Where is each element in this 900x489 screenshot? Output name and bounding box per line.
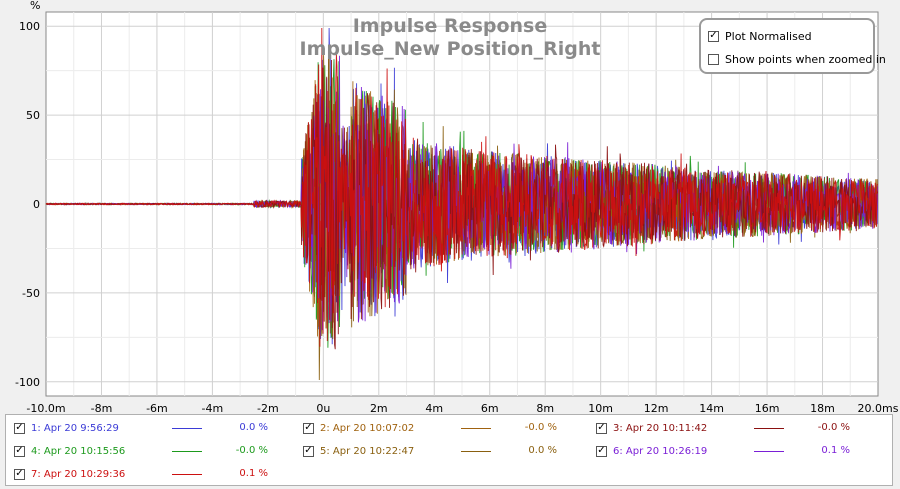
x-tick-label: 10m bbox=[588, 402, 613, 414]
legend-value: 0.1 % bbox=[821, 445, 850, 456]
legend-item-6[interactable]: ✓ 6: Apr 20 10:26:19 bbox=[596, 442, 707, 460]
legend-value: -0.0 % bbox=[524, 422, 557, 433]
legend-checkbox[interactable]: ✓ bbox=[303, 422, 314, 434]
legend-item-5[interactable]: ✓ 5: Apr 20 10:22:47 bbox=[303, 442, 414, 460]
legend-value: -0.0 % bbox=[817, 422, 850, 433]
legend-item-4[interactable]: ✓ 4: Apr 20 10:15:56 bbox=[14, 442, 125, 460]
x-tick-label: 18m bbox=[810, 402, 835, 414]
chart-title: Impulse Response bbox=[353, 15, 548, 37]
legend-item-3[interactable]: ✓ 3: Apr 20 10:11:42 bbox=[596, 419, 707, 437]
legend-checkbox[interactable]: ✓ bbox=[14, 422, 25, 434]
impulse-traces bbox=[45, 27, 879, 381]
x-tick-label: -6m bbox=[146, 402, 168, 414]
plot-normalised-option[interactable]: ✓ Plot Normalised bbox=[708, 28, 812, 44]
legend-item-7[interactable]: ✓ 7: Apr 20 10:29:36 bbox=[14, 465, 125, 483]
show-points-option[interactable]: Show points when zoomed in bbox=[708, 51, 886, 67]
x-tick-label: -4m bbox=[202, 402, 224, 414]
chart-subtitle: Impulse_New Position_Right bbox=[300, 38, 601, 60]
y-tick-label: -50 bbox=[22, 287, 40, 300]
measurement-legend: ✓ 1: Apr 20 9:56:29 0.0 % ✓ 2: Apr 20 10:07:… bbox=[5, 414, 893, 486]
legend-line-swatch bbox=[172, 451, 202, 452]
x-tick-label: 6m bbox=[481, 402, 499, 414]
legend-checkbox[interactable]: ✓ bbox=[14, 468, 25, 480]
legend-value: -0.0 % bbox=[235, 445, 268, 456]
legend-value: 0.0 % bbox=[528, 445, 557, 456]
legend-line-swatch bbox=[754, 428, 784, 429]
x-tick-label: 0u bbox=[316, 402, 330, 414]
legend-series-name: 2: Apr 20 10:07:02 bbox=[320, 422, 415, 434]
show-points-checkbox[interactable] bbox=[708, 53, 719, 65]
show-points-label: Show points when zoomed in bbox=[725, 52, 886, 66]
y-tick-label: 50 bbox=[26, 109, 40, 122]
y-axis-unit-label: % bbox=[30, 0, 40, 12]
y-tick-label: 100 bbox=[19, 20, 40, 33]
axis-ticks: -10.0m -8m -6m -4m -2m 0u 2m 4m 6m 8m 10m 12m 14m 16m… bbox=[15, 20, 899, 414]
plot-options-box: ✓ Plot Normalised Show points when zoome… bbox=[699, 18, 886, 74]
trace-series-7 bbox=[45, 27, 879, 347]
legend-value: 0.0 % bbox=[239, 422, 268, 433]
x-tick-label: -8m bbox=[91, 402, 113, 414]
legend-line-swatch bbox=[461, 428, 491, 429]
plot-normalised-checkbox[interactable]: ✓ bbox=[708, 30, 719, 42]
x-tick-label: 14m bbox=[699, 402, 724, 414]
legend-line-swatch bbox=[754, 451, 784, 452]
impulse-plot[interactable]: -10.0m -8m -6m -4m -2m 0u 2m 4m 6m 8m 10m 12m 14m 16m… bbox=[0, 0, 900, 414]
legend-line-swatch bbox=[461, 451, 491, 452]
legend-series-name: 7: Apr 20 10:29:36 bbox=[31, 468, 126, 480]
x-tick-label: 4m bbox=[425, 402, 443, 414]
legend-item-2[interactable]: ✓ 2: Apr 20 10:07:02 bbox=[303, 419, 414, 437]
x-tick-label: 8m bbox=[536, 402, 554, 414]
legend-checkbox[interactable]: ✓ bbox=[596, 445, 607, 457]
legend-item-1[interactable]: ✓ 1: Apr 20 9:56:29 bbox=[14, 419, 119, 437]
x-tick-label: 2m bbox=[370, 402, 388, 414]
x-tick-label: 16m bbox=[755, 402, 780, 414]
y-tick-label: 0 bbox=[33, 198, 40, 211]
x-tick-label: -2m bbox=[257, 402, 279, 414]
legend-value: 0.1 % bbox=[239, 468, 268, 479]
legend-series-name: 1: Apr 20 9:56:29 bbox=[31, 422, 119, 434]
legend-line-swatch bbox=[172, 428, 202, 429]
legend-checkbox[interactable]: ✓ bbox=[14, 445, 25, 457]
legend-series-name: 4: Apr 20 10:15:56 bbox=[31, 445, 126, 457]
legend-checkbox[interactable]: ✓ bbox=[303, 445, 314, 457]
plot-normalised-label: Plot Normalised bbox=[725, 29, 812, 43]
x-tick-label: 20.0ms bbox=[858, 402, 899, 414]
legend-line-swatch bbox=[172, 474, 202, 475]
y-tick-label: -100 bbox=[15, 376, 40, 389]
legend-series-name: 5: Apr 20 10:22:47 bbox=[320, 445, 415, 457]
x-tick-label: -10.0m bbox=[26, 402, 65, 414]
legend-series-name: 6: Apr 20 10:26:19 bbox=[613, 445, 708, 457]
x-tick-label: 12m bbox=[644, 402, 669, 414]
legend-series-name: 3: Apr 20 10:11:42 bbox=[613, 422, 708, 434]
legend-checkbox[interactable]: ✓ bbox=[596, 422, 607, 434]
